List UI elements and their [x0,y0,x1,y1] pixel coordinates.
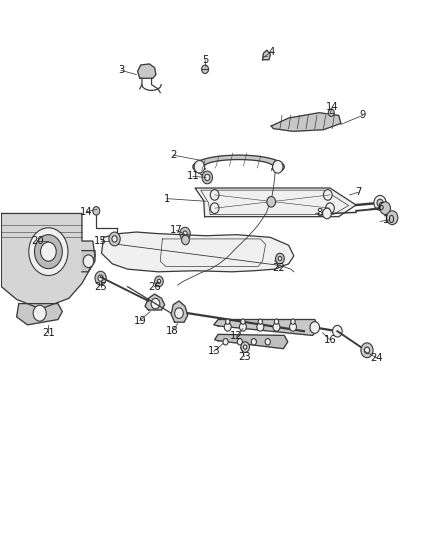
Circle shape [290,322,297,331]
Circle shape [210,190,219,200]
Text: 18: 18 [166,326,178,336]
Circle shape [278,256,282,261]
Circle shape [374,196,386,211]
Circle shape [276,253,284,264]
Circle shape [151,298,160,309]
Circle shape [237,338,243,345]
Circle shape [35,235,62,269]
Text: 10: 10 [383,215,396,225]
Circle shape [265,338,270,345]
Text: 2: 2 [170,150,177,160]
Circle shape [241,319,245,324]
Circle shape [194,160,205,173]
Text: 14: 14 [80,207,92,217]
Circle shape [93,207,100,215]
Circle shape [380,202,391,215]
Circle shape [157,279,161,284]
Polygon shape [145,294,165,310]
Circle shape [210,203,219,214]
Circle shape [205,174,210,181]
Text: 4: 4 [268,47,274,56]
Text: 12: 12 [230,332,243,342]
Text: 3: 3 [118,66,124,75]
Circle shape [223,338,228,345]
Polygon shape [214,319,318,335]
Circle shape [272,160,283,173]
Circle shape [387,211,398,224]
Polygon shape [262,50,270,60]
Circle shape [183,231,187,236]
Circle shape [180,227,190,240]
Text: 20: 20 [31,236,43,246]
Text: 15: 15 [94,236,107,246]
Circle shape [240,322,247,331]
Text: 21: 21 [42,328,55,338]
Text: 17: 17 [170,225,183,236]
Circle shape [224,322,231,331]
Circle shape [175,308,184,318]
Circle shape [361,343,373,358]
Circle shape [83,255,94,268]
Circle shape [310,321,320,333]
Polygon shape [215,334,288,349]
Circle shape [257,322,264,331]
Circle shape [201,65,208,74]
Circle shape [244,345,247,349]
Polygon shape [171,301,187,322]
Circle shape [377,199,383,207]
Circle shape [109,232,120,246]
Circle shape [241,342,250,352]
Circle shape [33,305,46,321]
Circle shape [328,109,334,116]
Circle shape [29,228,68,276]
Polygon shape [102,232,294,272]
Text: 13: 13 [208,346,220,357]
Text: 23: 23 [238,352,251,361]
Polygon shape [82,251,95,272]
Text: 11: 11 [187,172,199,181]
Polygon shape [195,188,356,216]
Text: 1: 1 [163,193,170,204]
Polygon shape [17,304,62,325]
Polygon shape [138,64,156,78]
Text: 22: 22 [273,263,286,272]
Text: 14: 14 [326,102,339,112]
Circle shape [112,236,117,242]
Text: 7: 7 [355,187,361,197]
Polygon shape [271,113,341,131]
Text: 25: 25 [94,281,107,292]
Polygon shape [193,155,284,170]
Text: 8: 8 [316,208,322,219]
Text: 5: 5 [202,55,208,64]
Circle shape [95,271,106,285]
Text: 9: 9 [360,110,366,120]
Circle shape [98,275,103,281]
Circle shape [291,319,295,324]
Text: 6: 6 [377,202,383,212]
Text: 24: 24 [370,353,383,362]
Circle shape [322,208,331,219]
Circle shape [41,242,56,261]
Polygon shape [1,214,95,309]
Text: 26: 26 [148,281,161,292]
Circle shape [226,319,230,324]
Circle shape [274,319,279,324]
Text: 16: 16 [324,335,336,345]
Circle shape [325,203,334,214]
Circle shape [267,197,276,207]
Circle shape [202,171,212,184]
Circle shape [182,235,189,245]
Circle shape [364,347,370,353]
Circle shape [332,325,342,337]
Circle shape [323,190,332,200]
Circle shape [258,319,262,324]
Circle shape [251,338,256,345]
Circle shape [273,322,280,331]
Circle shape [155,276,163,287]
Text: 19: 19 [134,316,146,326]
